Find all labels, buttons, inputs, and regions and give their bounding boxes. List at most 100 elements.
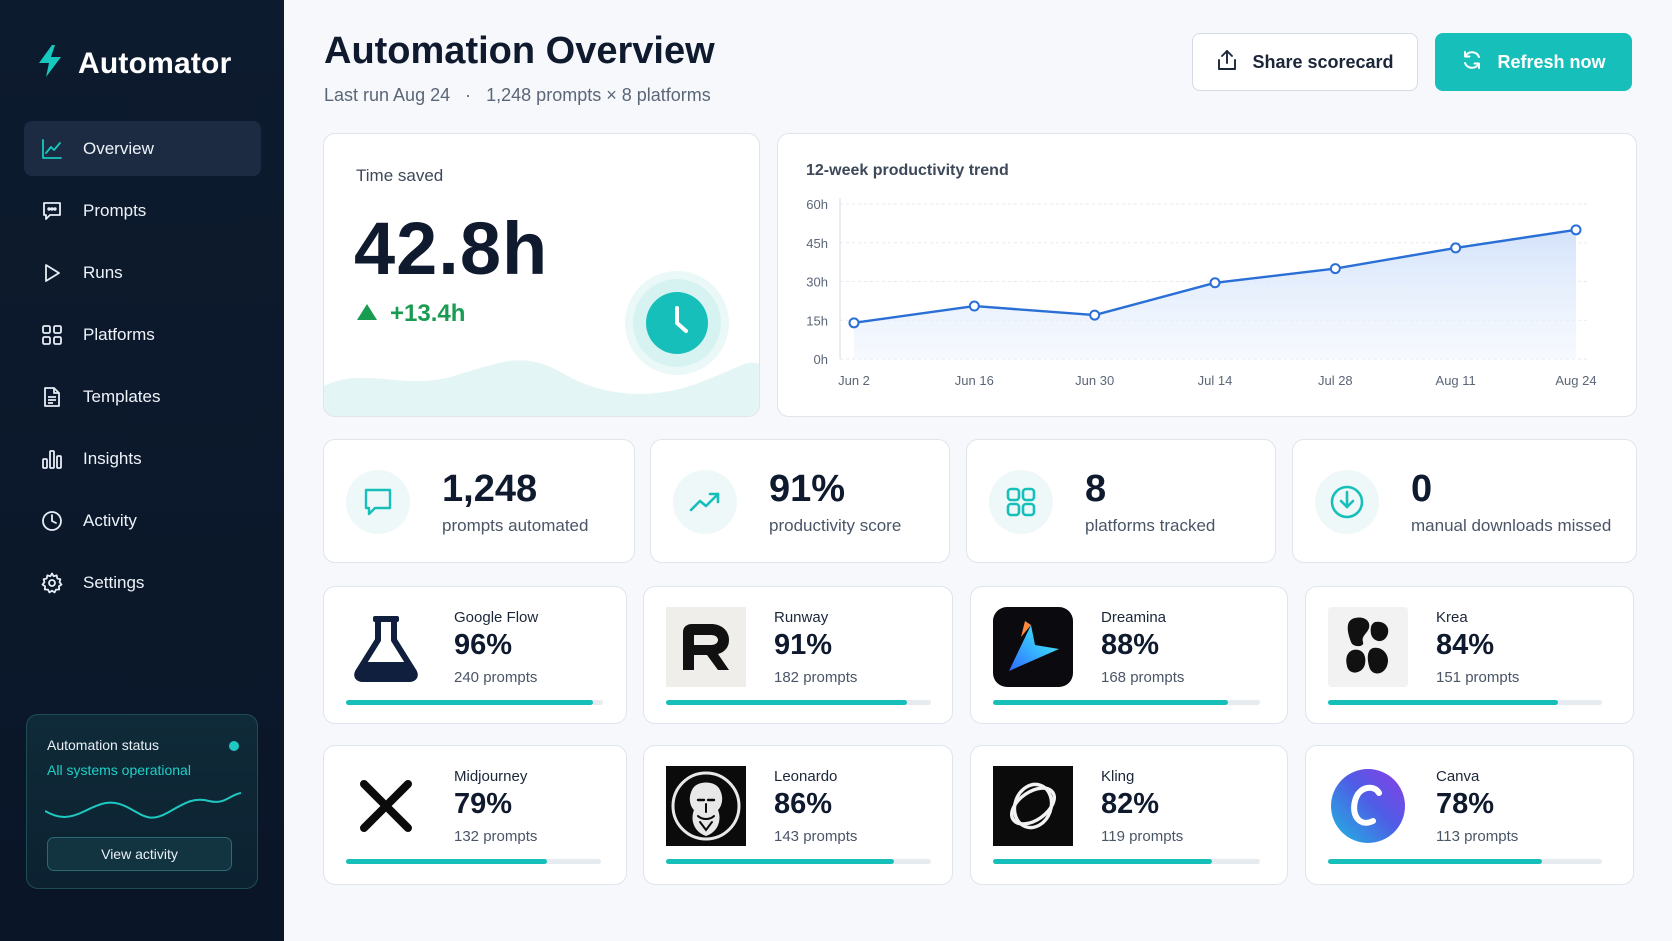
platform-prompt-count: 240 prompts	[454, 669, 538, 686]
sidebar-item-platforms[interactable]: Platforms	[24, 307, 261, 362]
platform-prompt-count: 132 prompts	[454, 828, 538, 845]
sidebar-item-prompts[interactable]: Prompts	[24, 183, 261, 238]
view-activity-button[interactable]: View activity	[47, 837, 232, 871]
sidebar-item-templates[interactable]: Templates	[24, 369, 261, 424]
platform-prompt-count: 151 prompts	[1436, 669, 1520, 686]
y-tick-label: 60h	[806, 197, 828, 212]
sidebar-item-label: Templates	[83, 386, 161, 406]
y-tick-label: 30h	[806, 275, 828, 290]
sidebar-item-label: Settings	[83, 572, 145, 592]
status-wave-sparkline	[45, 792, 241, 819]
time-saved-label: Time saved	[356, 166, 444, 185]
platform-name: Midjourney	[454, 768, 528, 785]
y-tick-label: 15h	[806, 313, 828, 328]
trend-point	[1450, 242, 1462, 254]
sidebar-item-label: Insights	[83, 448, 142, 468]
refresh-icon	[1461, 49, 1483, 76]
sidebar-item-insights[interactable]: Insights	[24, 431, 261, 486]
platform-card-midjourney[interactable]: Midjourney 79% 132 prompts	[323, 745, 627, 885]
sidebar-item-label: Platforms	[83, 324, 155, 344]
platform-card-canva[interactable]: Canva 78% 113 prompts	[1305, 745, 1634, 885]
status-indicator-dot	[229, 741, 239, 751]
platform-prompt-count: 168 prompts	[1101, 669, 1185, 686]
stat-card-downloads: 0 manual downloads missed	[1292, 439, 1637, 563]
sidebar: Automator Overview Prompts Runs Platform…	[0, 0, 284, 941]
trend-point	[1209, 277, 1221, 289]
play-icon	[40, 261, 64, 285]
progress-fill	[993, 700, 1228, 705]
platform-progress-bar	[993, 859, 1260, 864]
status-text: All systems operational	[47, 762, 191, 778]
time-saved-value: 42.8h	[354, 207, 549, 290]
sidebar-item-settings[interactable]: Settings	[24, 555, 261, 610]
platform-name: Kling	[1101, 768, 1135, 785]
krea-logo	[1328, 607, 1408, 687]
platform-percent: 96%	[454, 629, 513, 661]
chart-title: 12-week productivity trend	[806, 162, 1009, 179]
platform-card-leonardo[interactable]: Leonardo 86% 143 prompts	[643, 745, 953, 885]
sidebar-item-overview[interactable]: Overview	[24, 121, 261, 176]
platform-percent: 88%	[1101, 629, 1160, 661]
document-icon	[40, 385, 64, 409]
page-title: Automation Overview	[324, 30, 715, 72]
share-scorecard-button[interactable]: Share scorecard	[1192, 33, 1418, 91]
midjourney-logo	[346, 766, 426, 846]
platform-name: Google Flow	[454, 609, 539, 626]
grid-icon	[989, 470, 1053, 534]
progress-fill	[1328, 859, 1542, 864]
x-tick-label: Jun 2	[838, 373, 870, 388]
platform-progress-bar	[666, 859, 931, 864]
platform-prompt-count: 182 prompts	[774, 669, 858, 686]
platform-card-kling[interactable]: Kling 82% 119 prompts	[970, 745, 1288, 885]
trend-area	[854, 229, 1576, 359]
progress-fill	[666, 859, 894, 864]
last-run-text: Last run Aug 24	[324, 85, 451, 105]
sidebar-nav: Overview Prompts Runs Platforms Template…	[24, 121, 261, 617]
grid-icon	[40, 323, 64, 347]
platform-progress-bar	[346, 700, 603, 705]
platform-card-krea[interactable]: Krea 84% 151 prompts	[1305, 586, 1634, 724]
platform-name: Dreamina	[1101, 609, 1167, 626]
stat-card-prompts: 1,248 prompts automated	[323, 439, 635, 563]
platform-prompt-count: 113 prompts	[1436, 828, 1519, 845]
share-icon	[1216, 49, 1238, 76]
platform-progress-bar	[666, 700, 931, 705]
sidebar-item-runs[interactable]: Runs	[24, 245, 261, 300]
refresh-now-button[interactable]: Refresh now	[1435, 33, 1632, 91]
productivity-trend-card: 12-week productivity trend 60h 45h 30h 15h 0…	[777, 133, 1637, 417]
y-tick-label: 0h	[814, 352, 828, 367]
platform-name: Canva	[1436, 768, 1480, 785]
platform-card-runway[interactable]: Runway 91% 182 prompts	[643, 586, 953, 724]
arrow-up-icon	[356, 300, 378, 328]
platform-prompt-count: 143 prompts	[774, 828, 858, 845]
x-tick-label: Jun 16	[955, 373, 994, 388]
platform-percent: 84%	[1436, 629, 1495, 661]
platform-card-dreamina[interactable]: Dreamina 88% 168 prompts	[970, 586, 1288, 724]
app-name: Automator	[78, 46, 232, 80]
refresh-now-label: Refresh now	[1497, 51, 1606, 72]
page-subtitle: Last run Aug 24 · 1,248 prompts × 8 plat…	[324, 85, 711, 106]
time-saved-delta-value: +13.4h	[390, 300, 466, 327]
platform-card-google-flow[interactable]: Google Flow 96% 240 prompts	[323, 586, 627, 724]
sidebar-item-activity[interactable]: Activity	[24, 493, 261, 548]
platform-name: Runway	[774, 609, 829, 626]
sidebar-item-label: Activity	[83, 510, 137, 530]
x-tick-label: Jul 14	[1198, 373, 1233, 388]
lightning-bolt-icon	[36, 44, 64, 83]
stat-value: 0	[1411, 468, 1433, 510]
automation-status-card: Automation status All systems operationa…	[26, 714, 258, 889]
stat-label: manual downloads missed	[1411, 516, 1612, 535]
time-saved-wave-decoration	[324, 360, 759, 416]
y-tick-label: 45h	[806, 236, 828, 251]
chat-icon	[40, 199, 64, 223]
dreamina-logo	[993, 607, 1073, 687]
trend-point	[1570, 224, 1582, 236]
stat-value: 1,248	[442, 468, 538, 510]
progress-fill	[993, 859, 1212, 864]
brand[interactable]: Automator	[36, 44, 231, 83]
productivity-trend-chart: 60h 45h 30h 15h 0h Jun 2 Jun 16 Jun 30 Jul 14 Jul…	[806, 197, 1596, 388]
progress-fill	[666, 700, 908, 705]
progress-fill	[346, 859, 548, 864]
platform-percent: 86%	[774, 788, 833, 820]
sidebar-item-label: Overview	[83, 138, 154, 158]
